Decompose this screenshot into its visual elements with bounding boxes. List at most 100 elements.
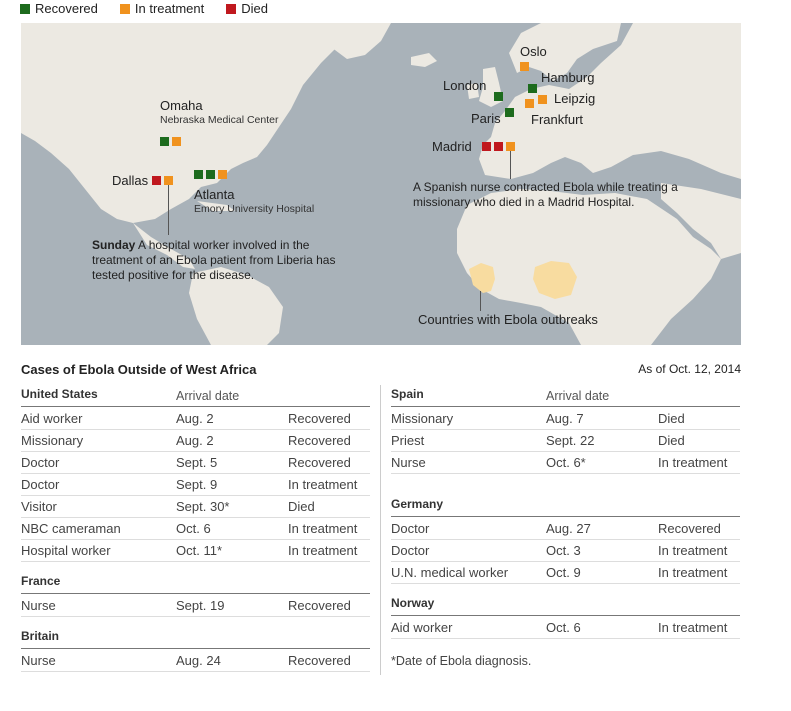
- us-note: Sunday A hospital worker involved in the…: [92, 238, 342, 283]
- table-row: Aid worker Oct. 6 In treatment: [391, 617, 740, 639]
- column-divider: [380, 385, 381, 675]
- case-status: In treatment: [288, 521, 358, 536]
- oslo-label: Oslo: [520, 44, 547, 59]
- case-status: Recovered: [288, 433, 351, 448]
- table-row: Nurse Oct. 6* In treatment: [391, 452, 740, 474]
- case-status: Died: [658, 433, 685, 448]
- atlanta-marker-recovered-2: [206, 170, 215, 179]
- case-date: Aug. 2: [176, 411, 214, 426]
- table-title: Cases of Ebola Outside of West Africa: [21, 362, 257, 377]
- oslo-marker-in-treatment: [520, 62, 529, 71]
- case-role: Doctor: [21, 455, 60, 470]
- case-role: Missionary: [391, 411, 454, 426]
- table-row: Aid worker Aug. 2 Recovered: [21, 408, 370, 430]
- legend-in-treatment-label: In treatment: [134, 1, 205, 16]
- omaha-marker-in-treatment: [172, 137, 181, 146]
- case-status: In treatment: [658, 543, 728, 558]
- spain-arrival-header: Arrival date: [546, 389, 610, 403]
- us-arrival-header: Arrival date: [176, 389, 240, 403]
- case-date: Aug. 27: [546, 521, 591, 536]
- legend-died-label: Died: [241, 1, 268, 16]
- case-date: Oct. 6: [176, 521, 211, 536]
- atlanta-marker-recovered-1: [194, 170, 203, 179]
- norway-section-heading: Norway: [391, 596, 435, 610]
- case-status: Recovered: [288, 411, 351, 426]
- case-status: In treatment: [288, 543, 358, 558]
- south-america-land: [189, 267, 283, 345]
- case-status: In treatment: [288, 477, 358, 492]
- greenland-land: [321, 23, 391, 59]
- died-swatch: [226, 3, 237, 14]
- germany-section-heading: Germany: [391, 497, 444, 511]
- london-label: London: [443, 78, 487, 93]
- table-row: Doctor Aug. 27 Recovered: [391, 518, 740, 540]
- omaha-marker-recovered: [160, 137, 169, 146]
- frankfurt-label: Frankfurt: [531, 112, 584, 127]
- legend-recovered-label: Recovered: [35, 1, 98, 16]
- leipzig-label: Leipzig: [554, 91, 596, 106]
- london-marker-recovered: [494, 92, 503, 101]
- case-role: Doctor: [21, 477, 60, 492]
- atlanta-sublabel: Emory University Hospital: [194, 203, 315, 215]
- us-note-day: Sunday: [92, 238, 136, 252]
- madrid-marker-in-treatment: [506, 142, 515, 151]
- case-date: Aug. 24: [176, 653, 221, 668]
- britain-heading-rule: [21, 648, 370, 649]
- case-role: Nurse: [21, 598, 56, 613]
- case-status: In treatment: [658, 620, 728, 635]
- case-role: Doctor: [391, 521, 430, 536]
- frankfurt-marker-in-treatment: [525, 99, 534, 108]
- case-date: Sept. 22: [546, 433, 595, 448]
- case-role: Visitor: [21, 499, 57, 514]
- france-heading-rule: [21, 593, 370, 594]
- outbreak-label: Countries with Ebola outbreaks: [418, 312, 598, 327]
- legend-died: Died: [226, 1, 268, 16]
- case-status: In treatment: [658, 455, 728, 470]
- table-row: Nurse Sept. 19 Recovered: [21, 595, 370, 617]
- madrid-label: Madrid: [432, 139, 472, 154]
- middle-east-land: [661, 183, 741, 259]
- case-date: Aug. 7: [546, 411, 584, 426]
- omaha-label: Omaha: [160, 98, 203, 113]
- as-of-date: As of Oct. 12, 2014: [638, 362, 741, 376]
- case-status: Died: [658, 411, 685, 426]
- table-row: NBC cameraman Oct. 6 In treatment: [21, 518, 370, 540]
- map-legend: Recovered In treatment Died: [20, 1, 268, 16]
- africa-land: [457, 189, 721, 345]
- case-role: Nurse: [391, 455, 426, 470]
- case-role: Hospital worker: [21, 543, 111, 558]
- paris-label: Paris: [471, 111, 501, 126]
- table-row: Doctor Sept. 9 In treatment: [21, 474, 370, 496]
- germany-heading-rule: [391, 516, 740, 517]
- hamburg-label: Hamburg: [541, 70, 595, 85]
- case-date: Oct. 6*: [546, 455, 586, 470]
- case-date: Sept. 5: [176, 455, 218, 470]
- caribbean-land: [197, 201, 235, 211]
- spain-heading-rule: [391, 406, 740, 407]
- case-role: Nurse: [21, 653, 56, 668]
- dallas-label: Dallas: [112, 173, 149, 188]
- case-status: In treatment: [658, 565, 728, 580]
- outbreak-leader-line: [480, 291, 481, 311]
- case-role: U.N. medical worker: [391, 565, 509, 580]
- table-row: Missionary Aug. 2 Recovered: [21, 430, 370, 452]
- dallas-marker-died: [152, 176, 161, 185]
- table-row: U.N. medical worker Oct. 9 In treatment: [391, 562, 740, 584]
- spain-section-heading: Spain: [391, 387, 424, 401]
- madrid-marker-died-1: [482, 142, 491, 151]
- table-row: Doctor Sept. 5 Recovered: [21, 452, 370, 474]
- recovered-swatch: [20, 3, 30, 14]
- atlanta-marker-in-treatment: [218, 170, 227, 179]
- world-map: Omaha Nebraska Medical Center Dallas Atl…: [21, 23, 741, 345]
- map-land: [21, 23, 741, 345]
- case-status: Recovered: [658, 521, 721, 536]
- atlanta-label: Atlanta: [194, 187, 235, 202]
- leipzig-marker-in-treatment: [538, 95, 547, 104]
- case-role: NBC cameraman: [21, 521, 121, 536]
- case-status: Died: [288, 499, 315, 514]
- table-row: Priest Sept. 22 Died: [391, 430, 740, 452]
- case-date: Sept. 9: [176, 477, 218, 492]
- iceland-land: [411, 53, 437, 67]
- paris-marker-recovered: [505, 108, 514, 117]
- norway-heading-rule: [391, 615, 740, 616]
